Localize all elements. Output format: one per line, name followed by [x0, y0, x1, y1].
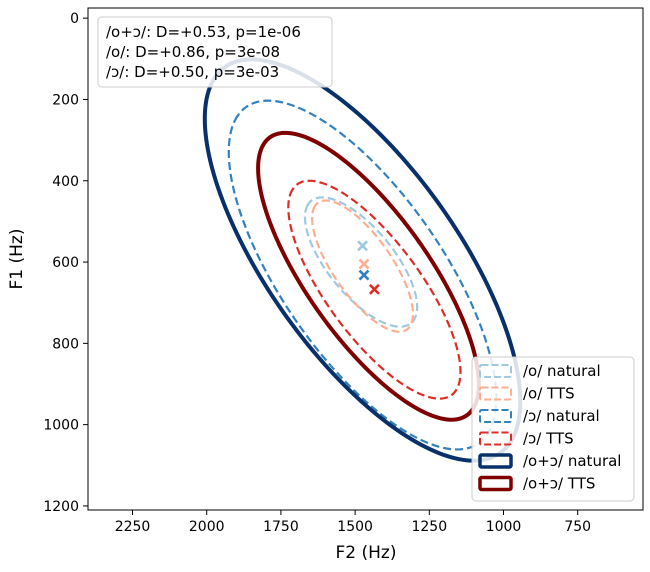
legend: /o/ natural/o/ TTS/ɔ/ natural/ɔ/ TTS/o+ɔ… [471, 356, 635, 502]
mean-marker-series-0 [357, 240, 368, 252]
legend-label-series-2: /ɔ/ natural [523, 407, 600, 425]
legend-swatch-series-1 [479, 386, 512, 401]
x-tick-label: 1750 [263, 519, 299, 535]
mean-marker-series-1 [358, 258, 370, 270]
legend-items: /o/ natural/o/ TTS/ɔ/ natural/ɔ/ TTS/o+ɔ… [478, 362, 621, 493]
legend-swatch-series-3 [479, 431, 512, 446]
legend-swatch-series-0 [479, 364, 512, 378]
x-tick-label: 2250 [115, 519, 151, 535]
y-tick-label: 600 [52, 255, 79, 271]
legend-swatch-series-5 [478, 475, 513, 492]
y-tick-label: 1000 [43, 418, 79, 434]
x-axis-label: F2 (Hz) [336, 543, 397, 563]
ellipse-series-0 [303, 196, 419, 328]
legend-swatch-series-4 [478, 453, 513, 469]
stats-line-open-o: /ɔ/: D=+0.50, p=3e-03 [106, 63, 279, 81]
legend-label-series-3: /ɔ/ TTS [523, 430, 574, 448]
plot-frame [87, 7, 644, 511]
mean-marker-stroke [358, 269, 370, 281]
mean-marker-stroke [357, 240, 368, 252]
mean-marker-stroke [358, 258, 370, 270]
y-axis-label: F1 (Hz) [7, 229, 27, 290]
legend-label-series-4: /o+ɔ/ natural [523, 452, 621, 470]
mean-marker-stroke [368, 283, 380, 295]
mean-marker-series-2 [358, 269, 370, 281]
y-tick-label: 1200 [43, 499, 79, 515]
ellipse-series-3 [287, 179, 462, 400]
y-axis: 0 200 400 600 800 1000 1200 [43, 11, 88, 515]
x-axis: 2250 2000 1750 1500 1250 1000 750 [115, 510, 591, 535]
y-tick-label: 800 [52, 336, 79, 352]
x-tick-label: 1000 [486, 519, 522, 535]
legend-label-series-0: /o/ natural [523, 362, 601, 380]
stats-line-o-plus-open-o: /o+ɔ/: D=+0.53, p=1e-06 [106, 23, 301, 41]
mean-marker-layer [357, 240, 380, 295]
stats-line-o: /o/: D=+0.86, p=3e-08 [106, 43, 280, 61]
stats-box-frame [97, 16, 333, 88]
mean-marker-series-3 [368, 283, 380, 295]
y-tick-label: 400 [52, 174, 79, 190]
y-tick-label: 200 [52, 92, 79, 108]
ellipse-series-1 [311, 199, 415, 333]
legend-label-series-5: /o+ɔ/ TTS [523, 475, 595, 493]
x-tick-label: 1250 [411, 519, 447, 535]
x-tick-label: 2000 [189, 519, 225, 535]
x-tick-label: 750 [564, 519, 591, 535]
stats-box: /o+ɔ/: D=+0.53, p=1e-06 /o/: D=+0.86, p=… [97, 16, 333, 88]
y-tick-label: 0 [70, 11, 79, 27]
x-tick-label: 1500 [337, 519, 373, 535]
legend-swatch-series-2 [479, 409, 512, 423]
legend-label-series-1: /o/ TTS [523, 385, 575, 403]
